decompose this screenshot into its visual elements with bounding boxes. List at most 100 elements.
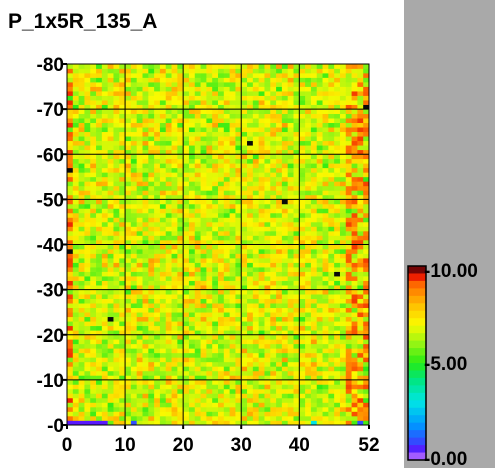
heatmap-cell — [363, 262, 370, 268]
heatmap-cell — [206, 226, 213, 232]
heatmap-cell — [276, 357, 283, 363]
heatmap-cell — [101, 388, 109, 394]
heatmap-cell — [223, 298, 230, 304]
heatmap-cell — [96, 136, 103, 142]
heatmap-cell — [339, 339, 347, 345]
heatmap-cell — [84, 267, 91, 272]
heatmap-cell — [154, 104, 161, 110]
heatmap-cell — [194, 208, 201, 214]
colorbar-swatch — [408, 422, 426, 431]
heatmap-cell — [223, 348, 230, 354]
heatmap-cell — [293, 294, 300, 299]
heatmap-cell — [101, 136, 109, 142]
heatmap-cell — [328, 127, 335, 133]
heatmap-cell — [101, 397, 109, 403]
heatmap-cell — [264, 122, 271, 128]
heatmap-cell — [188, 167, 196, 173]
heatmap-cell — [252, 194, 260, 200]
heatmap-cell — [101, 172, 109, 178]
heatmap-cell — [322, 375, 329, 381]
heatmap-cell — [287, 298, 294, 304]
heatmap-cell — [84, 140, 91, 146]
heatmap-cell — [293, 131, 300, 137]
heatmap-cell — [345, 402, 352, 408]
heatmap-cell — [247, 221, 254, 227]
heatmap-cell — [154, 388, 161, 394]
heatmap-cell — [72, 339, 79, 345]
heatmap-cell — [113, 384, 120, 390]
heatmap-cell — [223, 239, 230, 245]
heatmap-cell — [287, 267, 294, 272]
heatmap-cell — [154, 415, 161, 421]
heatmap-cell — [299, 230, 306, 236]
heatmap-cell — [212, 370, 219, 376]
heatmap-cell — [154, 212, 161, 218]
heatmap-cell — [183, 415, 190, 421]
heatmap-cell — [276, 190, 283, 196]
heatmap-cell — [119, 334, 126, 340]
heatmap-cell — [119, 379, 126, 385]
heatmap-cell — [345, 303, 352, 309]
heatmap-cell — [171, 100, 178, 105]
heatmap-cell — [177, 370, 184, 376]
heatmap-cell — [310, 185, 318, 191]
heatmap-cell — [72, 68, 79, 74]
heatmap-cell — [154, 361, 161, 367]
heatmap-cell — [171, 91, 178, 96]
heatmap-cell — [229, 357, 236, 363]
heatmap-cell — [159, 330, 167, 336]
heatmap-cell — [305, 208, 312, 214]
heatmap-cell — [194, 203, 201, 209]
heatmap-cell — [287, 294, 294, 299]
heatmap-cell — [299, 361, 306, 367]
heatmap-cell — [322, 145, 329, 151]
heatmap-cell — [101, 411, 109, 417]
heatmap-cell — [345, 91, 352, 96]
heatmap-cell — [247, 113, 254, 119]
heatmap-cell — [159, 253, 167, 259]
heatmap-cell — [188, 181, 196, 187]
heatmap-cell — [287, 415, 294, 421]
heatmap-cell — [241, 172, 248, 178]
heatmap-cell — [78, 303, 85, 309]
heatmap-cell — [281, 82, 289, 87]
heatmap-cell — [235, 199, 242, 205]
heatmap-cell — [96, 226, 103, 232]
heatmap-cell — [264, 226, 271, 232]
heatmap-cell — [165, 118, 172, 124]
heatmap-cell — [72, 330, 79, 336]
heatmap-cell — [130, 289, 138, 295]
heatmap-cell — [339, 199, 347, 205]
heatmap-cell — [252, 176, 260, 182]
heatmap-cell — [159, 321, 167, 327]
heatmap-cell — [200, 334, 207, 340]
heatmap-cell — [125, 330, 132, 336]
heatmap-cell — [223, 230, 230, 236]
heatmap-cell — [339, 77, 347, 83]
heatmap-cell — [84, 375, 91, 381]
heatmap-cell — [322, 82, 329, 87]
heatmap-cell — [136, 298, 143, 304]
heatmap-cell — [67, 172, 74, 178]
heatmap-cell — [357, 334, 364, 340]
heatmap-cell — [125, 393, 132, 399]
heatmap-cell — [229, 348, 236, 354]
heatmap-cell — [165, 235, 172, 241]
heatmap-cell — [316, 253, 323, 259]
heatmap-cell — [247, 276, 254, 281]
heatmap-cell — [154, 375, 161, 381]
heatmap-cell — [276, 194, 283, 200]
heatmap-cell — [148, 158, 155, 164]
heatmap-cell — [229, 230, 236, 236]
heatmap-cell — [159, 77, 167, 83]
heatmap-cell — [194, 154, 201, 160]
heatmap-cell — [206, 194, 213, 200]
heatmap-cell — [305, 415, 312, 421]
heatmap-cell — [252, 244, 260, 250]
heatmap-cell — [200, 307, 207, 313]
heatmap-cell — [67, 352, 74, 358]
heatmap-cell — [200, 348, 207, 354]
heatmap-cell — [363, 91, 370, 96]
heatmap-cell — [90, 388, 97, 394]
heatmap-cell — [357, 393, 364, 399]
